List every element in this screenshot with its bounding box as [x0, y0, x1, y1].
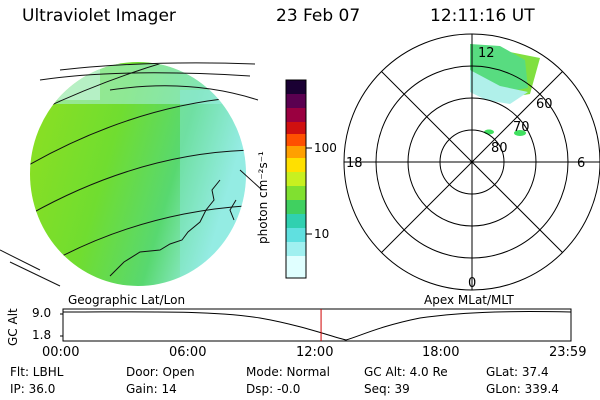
lat-label-70: 70: [513, 120, 530, 135]
polar-plot: [343, 33, 600, 291]
time-tick-2359: 23:59: [549, 345, 587, 360]
time-tick-0000: 00:00: [42, 345, 80, 360]
gain-info: Gain: 14: [126, 382, 177, 396]
dsp-info: Dsp: -0.0: [246, 382, 301, 396]
lat-label-80: 80: [491, 141, 508, 156]
seq-info: Seq: 39: [364, 382, 410, 396]
observation-date: 23 Feb 07: [276, 6, 361, 26]
geographic-image: [0, 62, 263, 287]
apex-caption: Apex MLat/MLT: [424, 293, 514, 307]
time-tick-0600: 06:00: [169, 345, 207, 360]
glat-info: GLat: 37.4: [486, 365, 549, 379]
observation-time: 12:11:16 UT: [430, 6, 535, 26]
ip-info: IP: 36.0: [10, 382, 56, 396]
altitude-ytick-9: 9.0: [32, 306, 52, 320]
colorbar-tick-10: 10: [314, 227, 330, 241]
colorbar-unit-label: photon cm⁻²s⁻¹: [256, 151, 270, 244]
door-info: Door: Open: [126, 365, 195, 379]
mlt-label-18: 18: [346, 156, 363, 171]
filter-info: Flt: LBHL: [10, 365, 64, 379]
glon-info: GLon: 339.4: [486, 382, 559, 396]
colorbar: [285, 79, 312, 279]
time-tick-1200: 12:00: [296, 345, 334, 360]
altitude-ytick-1.8: 1.8: [32, 328, 52, 342]
instrument-title: Ultraviolet Imager: [22, 6, 176, 26]
time-tick-1800: 18:00: [422, 345, 460, 360]
altitude-ylabel: GC Alt: [6, 308, 20, 346]
lat-label-60: 60: [536, 97, 553, 112]
altitude-strip: [60, 308, 572, 342]
geographic-caption: Geographic Lat/Lon: [68, 293, 186, 307]
mlt-label-12: 12: [478, 46, 495, 61]
colorbar-tick-100: 100: [314, 141, 337, 155]
mode-info: Mode: Normal: [246, 365, 330, 379]
mlt-label-6: 6: [577, 156, 586, 171]
gcalt-info: GC Alt: 4.0 Re: [364, 365, 448, 379]
mlt-label-0: 0: [468, 276, 477, 291]
